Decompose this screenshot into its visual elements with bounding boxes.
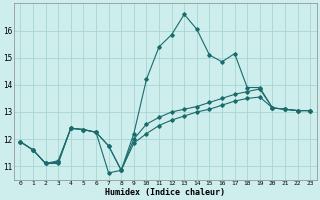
X-axis label: Humidex (Indice chaleur): Humidex (Indice chaleur) [105, 188, 225, 197]
